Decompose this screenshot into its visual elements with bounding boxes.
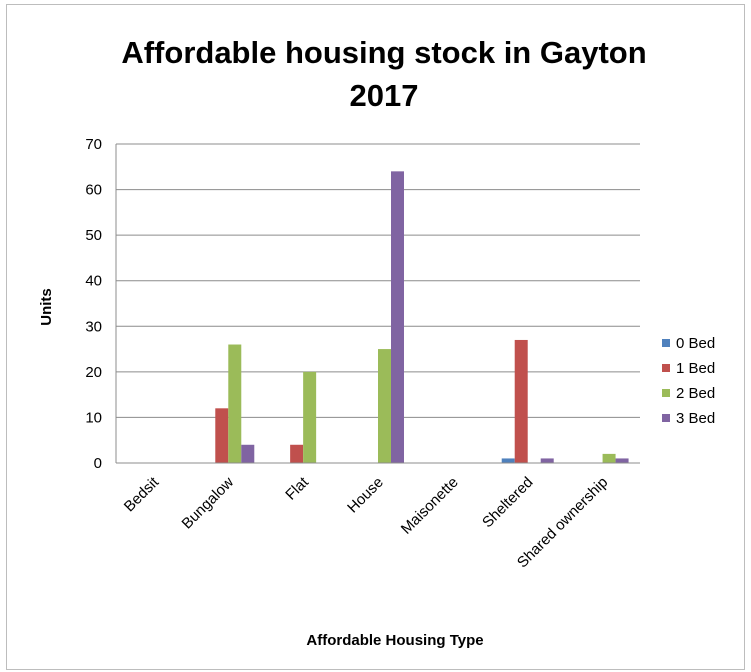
legend-swatch: [662, 414, 670, 422]
bar: [303, 371, 317, 463]
legend-label: 1 Bed: [676, 360, 715, 377]
y-tick-label: 60: [85, 182, 102, 199]
chart-frame: [6, 4, 745, 670]
bar: [378, 349, 391, 463]
bar: [391, 171, 404, 464]
legend-label: 2 Bed: [676, 385, 715, 402]
legend-swatch: [662, 339, 670, 347]
chart-title-line2: 2017: [350, 78, 419, 113]
bar: [602, 453, 616, 463]
bar: [228, 344, 242, 463]
x-tick-label: Flat: [282, 473, 312, 503]
x-tick-label: House: [344, 474, 387, 517]
bar: [514, 339, 528, 463]
bar: [215, 408, 229, 463]
y-tick-label: 10: [85, 409, 102, 426]
bars: [116, 171, 640, 464]
legend-swatch: [662, 389, 670, 397]
bar: [241, 444, 255, 463]
x-tick-label: Bedsit: [121, 473, 163, 515]
y-axis-label: Units: [38, 288, 55, 326]
bar: [615, 458, 629, 463]
y-tick-label: 0: [94, 455, 102, 472]
y-tick-label: 40: [85, 273, 102, 290]
legend: 0 Bed 1 Bed 2 Bed 3 Bed: [662, 335, 715, 427]
bar: [290, 444, 304, 463]
bar: [540, 458, 554, 463]
legend-swatch: [662, 364, 670, 372]
legend-label: 3 Bed: [676, 410, 715, 427]
x-tick-label: Bungalow: [179, 474, 238, 533]
y-tick-labels: 0 10 20 30 40 50 60 70: [85, 136, 102, 472]
x-tick-label: Sheltered: [479, 474, 536, 531]
x-tick-label: Maisonette: [398, 474, 462, 538]
chart-title-line1: Affordable housing stock in Gayton: [121, 35, 646, 70]
y-tick-label: 50: [85, 227, 102, 244]
bar: [501, 458, 515, 463]
y-tick-label: 30: [85, 318, 102, 335]
y-tick-label: 20: [85, 364, 102, 381]
legend-label: 0 Bed: [676, 335, 715, 352]
x-tick-labels: Bedsit Bungalow Flat House Maisonette Shelter…: [121, 473, 612, 571]
x-axis-label: Affordable Housing Type: [306, 632, 483, 649]
y-tick-label: 70: [85, 136, 102, 153]
